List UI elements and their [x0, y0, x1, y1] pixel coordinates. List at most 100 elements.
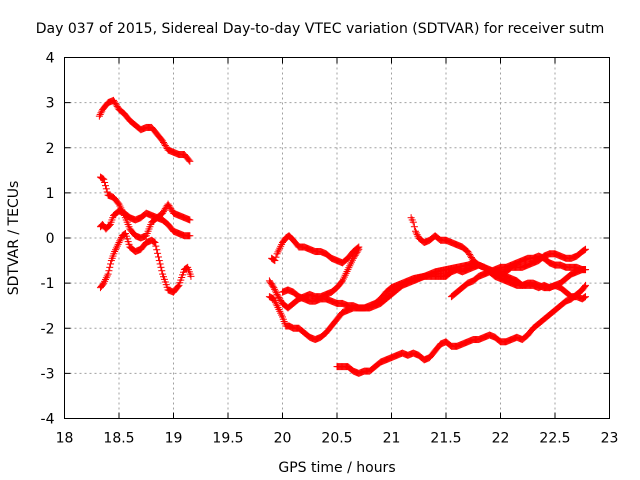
data-point	[412, 229, 420, 237]
data-point	[156, 260, 164, 268]
data-point	[351, 251, 359, 259]
data-point	[275, 293, 283, 301]
data-point	[582, 266, 590, 274]
data-point	[152, 242, 160, 250]
data-point	[98, 174, 106, 182]
data-point	[276, 295, 284, 303]
y-tick-label: -2	[41, 321, 55, 337]
y-tick-label: 2	[46, 141, 55, 157]
data-point	[580, 246, 588, 254]
data-point	[269, 282, 277, 290]
data-point	[271, 257, 279, 265]
data-point	[161, 141, 169, 149]
plot-frame	[64, 57, 610, 419]
data-point	[101, 178, 109, 186]
data-point	[580, 294, 588, 302]
data-point	[159, 137, 167, 145]
data-point	[186, 157, 194, 165]
data-point	[114, 240, 122, 248]
data-point	[413, 231, 421, 239]
gridlines	[64, 57, 610, 419]
data-point	[106, 263, 114, 271]
y-tick-label: -1	[41, 276, 55, 292]
data-point	[103, 272, 111, 280]
y-tick-label: -3	[41, 366, 55, 382]
y-tick-label: 3	[46, 96, 55, 112]
data-point	[151, 239, 159, 247]
data-point	[272, 300, 280, 308]
x-tick-label: 19	[165, 431, 183, 447]
y-tick-label: 1	[46, 186, 55, 202]
data-point	[158, 267, 166, 275]
chart-title: Day 037 of 2015, Sidereal Day-to-day VTE…	[36, 21, 605, 37]
x-tick-labels: 18 18.5 19 19.5 20 20.5 21 21.5 22 22.5 23	[56, 431, 619, 447]
y-tick-labels: 4 3 2 1 0 -1 -2 -3 -4	[41, 51, 55, 428]
data-point	[110, 98, 118, 106]
data-points	[95, 96, 590, 377]
data-point	[271, 298, 279, 306]
data-point	[272, 289, 280, 297]
data-point	[581, 293, 589, 301]
data-point	[411, 227, 419, 235]
data-point	[105, 221, 113, 229]
data-point	[154, 249, 162, 257]
data-point	[581, 283, 589, 291]
data-point	[153, 246, 161, 254]
x-tick-label: 21.5	[430, 431, 461, 447]
x-tick-label: 20	[274, 431, 292, 447]
data-point	[272, 253, 280, 261]
data-point	[353, 248, 361, 256]
data-point	[102, 185, 110, 193]
data-point	[111, 248, 119, 256]
data-point	[100, 279, 108, 287]
data-point	[105, 267, 113, 275]
data-point	[96, 110, 104, 118]
data-point	[155, 257, 163, 265]
data-point	[159, 209, 167, 217]
data-point	[464, 248, 472, 256]
x-axis-label: GPS time / hours	[278, 460, 395, 476]
data-point	[101, 277, 109, 285]
data-point	[350, 253, 358, 261]
data-point	[112, 101, 120, 109]
x-tick-label: 22	[492, 431, 510, 447]
data-point	[174, 283, 182, 291]
data-point	[105, 222, 113, 230]
data-point	[99, 175, 107, 183]
data-point	[410, 223, 418, 231]
data-point	[167, 205, 175, 213]
data-point	[354, 247, 362, 255]
data-point	[582, 281, 590, 289]
data-point	[582, 245, 590, 253]
data-point	[113, 242, 121, 250]
data-point	[97, 109, 105, 117]
data-point	[581, 246, 589, 254]
data-point	[113, 102, 121, 110]
data-point	[160, 140, 168, 148]
data-point	[160, 138, 168, 146]
data-point	[186, 232, 194, 240]
data-point	[157, 263, 165, 271]
data-point	[467, 254, 475, 262]
x-tick-label: 18	[56, 431, 74, 447]
data-point	[467, 252, 475, 260]
data-point	[465, 249, 473, 257]
y-tick-label: -4	[41, 412, 55, 428]
data-point	[355, 245, 363, 253]
data-point	[271, 287, 279, 295]
data-point	[103, 188, 111, 196]
data-point	[100, 175, 108, 183]
data-point	[185, 156, 193, 164]
data-point	[277, 296, 285, 304]
data-point	[150, 238, 158, 246]
data-point	[95, 112, 103, 120]
data-point	[274, 292, 282, 300]
data-point	[166, 203, 174, 211]
data-point	[110, 96, 118, 104]
x-tick-label: 18.5	[103, 431, 134, 447]
data-point	[349, 254, 357, 262]
data-point	[338, 278, 346, 286]
data-point	[271, 297, 279, 305]
x-tick-label: 21	[383, 431, 401, 447]
